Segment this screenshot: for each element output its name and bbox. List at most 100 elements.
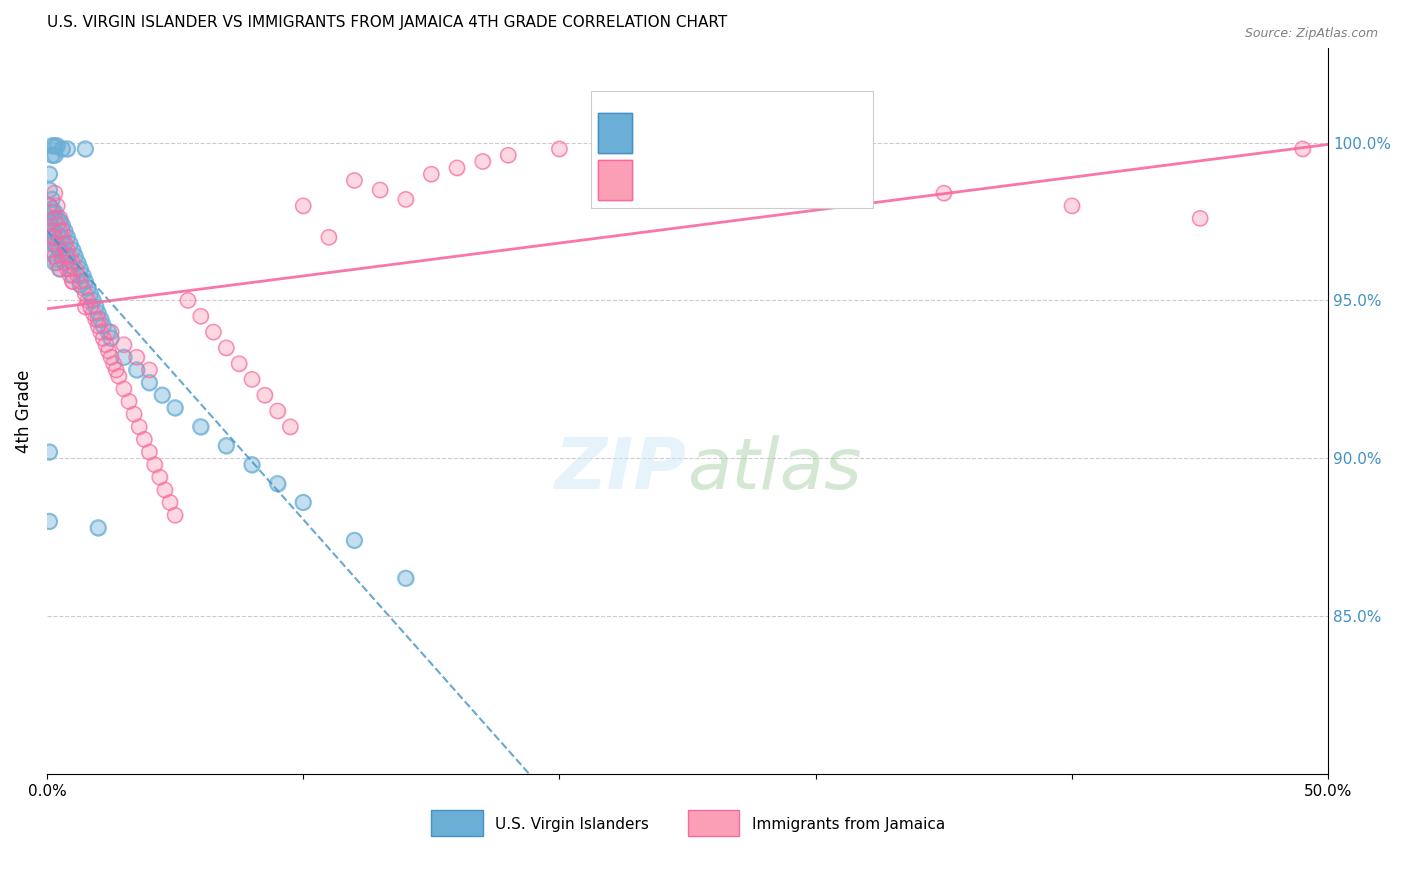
Point — [100, 351, 122, 365]
Point — [446, 161, 468, 175]
Point — [38, 220, 60, 235]
Point — [41, 224, 63, 238]
Text: 0.008: 0.008 — [688, 122, 738, 140]
Point — [56, 252, 79, 267]
Point — [59, 249, 82, 263]
Point — [292, 495, 315, 509]
Point — [75, 300, 97, 314]
Point — [51, 218, 73, 232]
Point — [51, 230, 73, 244]
Point — [138, 376, 160, 390]
Point — [41, 148, 63, 162]
Point — [143, 458, 166, 472]
Point — [420, 167, 443, 181]
Point — [38, 199, 60, 213]
Point — [41, 138, 63, 153]
Point — [177, 293, 200, 308]
Point — [318, 230, 340, 244]
Point — [266, 476, 288, 491]
Point — [46, 236, 69, 251]
Point — [41, 211, 63, 226]
Point — [343, 533, 366, 548]
Point — [63, 261, 86, 276]
Point — [804, 173, 827, 187]
Point — [112, 382, 135, 396]
Point — [41, 243, 63, 257]
Point — [253, 388, 276, 402]
Point — [48, 214, 70, 228]
Point — [190, 419, 212, 434]
Point — [51, 252, 73, 267]
Point — [53, 236, 76, 251]
Point — [44, 230, 66, 244]
Point — [69, 261, 91, 276]
Point — [215, 439, 238, 453]
Point — [51, 224, 73, 238]
Point — [56, 249, 79, 263]
Point — [44, 230, 66, 244]
Point — [75, 300, 97, 314]
Point — [75, 275, 97, 289]
Point — [159, 495, 181, 509]
Point — [343, 173, 366, 187]
Point — [38, 220, 60, 235]
Point — [149, 470, 172, 484]
Point — [59, 268, 82, 282]
Point — [56, 261, 79, 276]
Point — [48, 261, 70, 276]
Point — [84, 312, 107, 326]
Point — [69, 277, 91, 292]
Point — [48, 224, 70, 238]
Point — [318, 230, 340, 244]
Text: Source: ZipAtlas.com: Source: ZipAtlas.com — [1244, 27, 1378, 40]
Point — [112, 337, 135, 351]
Point — [48, 211, 70, 226]
Point — [343, 533, 366, 548]
Point — [97, 325, 120, 339]
Point — [41, 138, 63, 153]
Point — [69, 261, 91, 276]
Point — [53, 236, 76, 251]
Point — [38, 167, 60, 181]
Text: U.S. VIRGIN ISLANDER VS IMMIGRANTS FROM JAMAICA 4TH GRADE CORRELATION CHART: U.S. VIRGIN ISLANDER VS IMMIGRANTS FROM … — [46, 15, 727, 30]
Point — [1188, 211, 1211, 226]
Point — [150, 388, 173, 402]
Point — [51, 236, 73, 251]
Bar — [598, 113, 633, 153]
Point — [125, 363, 148, 377]
Point — [112, 351, 135, 365]
Point — [51, 249, 73, 263]
Point — [138, 445, 160, 459]
Point — [75, 287, 97, 301]
Text: 95: 95 — [796, 169, 820, 187]
Point — [59, 261, 82, 276]
Point — [804, 173, 827, 187]
Point — [59, 259, 82, 273]
Point — [177, 293, 200, 308]
Point — [44, 255, 66, 269]
Point — [62, 275, 84, 289]
Point — [153, 483, 176, 497]
Point — [44, 230, 66, 244]
Point — [51, 252, 73, 267]
Point — [46, 240, 69, 254]
Point — [62, 255, 84, 269]
Point — [240, 372, 263, 386]
Point — [548, 142, 571, 156]
Point — [82, 306, 104, 320]
Point — [125, 363, 148, 377]
Point — [75, 142, 97, 156]
Point — [94, 337, 117, 351]
Text: U.S. Virgin Islanders: U.S. Virgin Islanders — [495, 817, 650, 832]
Point — [41, 246, 63, 260]
Point — [48, 243, 70, 257]
Point — [38, 214, 60, 228]
Point — [41, 202, 63, 216]
Point — [69, 275, 91, 289]
Point — [215, 439, 238, 453]
Point — [53, 246, 76, 260]
Point — [159, 495, 181, 509]
Point — [420, 167, 443, 181]
Point — [79, 300, 101, 314]
Point — [138, 376, 160, 390]
